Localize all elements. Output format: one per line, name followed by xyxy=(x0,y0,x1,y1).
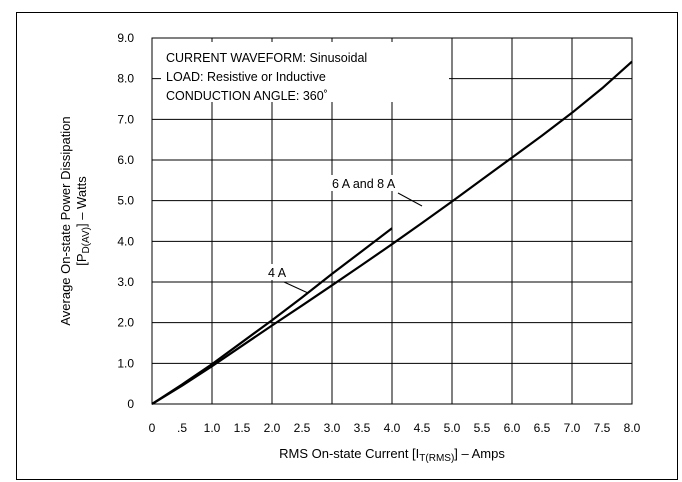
label-68a-bg xyxy=(330,175,408,191)
y-tick-label: 7.0 xyxy=(117,112,134,126)
series-line-4-a xyxy=(151,227,393,405)
y-axis-ticks: 0 1.0 2.0 3.0 4.0 5.0 6.0 7.0 8.0 9.0 xyxy=(117,31,134,411)
x-tick-label: 1.0 xyxy=(204,421,221,435)
y-tick-label: 4.0 xyxy=(117,234,134,248)
annotation-angle: CONDUCTION ANGLE: 360˚ xyxy=(166,89,328,103)
x-tick-label: 2.0 xyxy=(264,421,281,435)
x-axis-label-sub: T(RMS) xyxy=(419,453,454,464)
x-axis-label-prefix: RMS On-state Current [I xyxy=(279,446,419,461)
y-tick-label: 0 xyxy=(127,397,134,411)
series-label-4a: 4 A xyxy=(268,266,287,280)
x-tick-label: 7.5 xyxy=(594,421,611,435)
y-axis-label-line2: [PD(AV)] – Watts xyxy=(74,176,92,266)
x-tick-label: .5 xyxy=(177,421,187,435)
x-tick-label: 5.0 xyxy=(444,421,461,435)
x-tick-label: 4.0 xyxy=(384,421,401,435)
leader-line-4a xyxy=(283,281,309,294)
x-tick-label: 6.0 xyxy=(504,421,521,435)
x-tick-label: 3.0 xyxy=(324,421,341,435)
x-tick-label: 1.5 xyxy=(234,421,251,435)
y-axis-label-line1: Average On-state Power Dissipation xyxy=(58,116,73,325)
label-4a-bg xyxy=(266,264,294,280)
y-tick-label: 8.0 xyxy=(117,72,134,86)
x-axis-label: RMS On-state Current [IT(RMS)] – Amps xyxy=(279,446,505,464)
x-tick-label: 0 xyxy=(149,421,156,435)
y-tick-label: 3.0 xyxy=(117,275,134,289)
y-tick-label: 1.0 xyxy=(117,356,134,370)
y-axis-label-line2-prefix: [P xyxy=(74,254,89,266)
x-axis-ticks: 0 .5 1.0 1.5 2.0 2.5 3.0 3.5 4.0 4.5 5.0 5.5 6.0 6.5 7… xyxy=(149,421,641,435)
annotation-box xyxy=(161,42,449,102)
y-axis-label-line2-suffix: ] – Watts xyxy=(74,176,89,227)
x-tick-label: 7.0 xyxy=(564,421,581,435)
series-label-6a-8a: 6 A and 8 A xyxy=(332,177,396,191)
y-axis-label-line2-sub: D(AV) xyxy=(81,227,92,253)
y-tick-label: 5.0 xyxy=(117,194,134,208)
y-tick-label: 9.0 xyxy=(117,31,134,45)
x-tick-label: 3.5 xyxy=(354,421,371,435)
x-tick-label: 5.5 xyxy=(474,421,491,435)
x-tick-label: 4.5 xyxy=(414,421,431,435)
x-tick-label: 6.5 xyxy=(534,421,551,435)
annotation-load: LOAD: Resistive or Inductive xyxy=(166,70,326,84)
gridlines xyxy=(152,38,632,404)
y-tick-label: 2.0 xyxy=(117,316,134,330)
x-tick-label: 8.0 xyxy=(624,421,641,435)
x-axis-label-suffix: ] – Amps xyxy=(454,446,505,461)
series-line-6-a-and-8-a xyxy=(151,60,633,405)
series-lines xyxy=(151,60,633,405)
y-tick-label: 6.0 xyxy=(117,153,134,167)
annotation-waveform: CURRENT WAVEFORM: Sinusoidal xyxy=(166,51,367,65)
y-axis-label: Average On-state Power Dissipation [PD(A… xyxy=(58,116,92,325)
leader-line-6a-8a xyxy=(397,192,423,207)
x-tick-label: 2.5 xyxy=(294,421,311,435)
